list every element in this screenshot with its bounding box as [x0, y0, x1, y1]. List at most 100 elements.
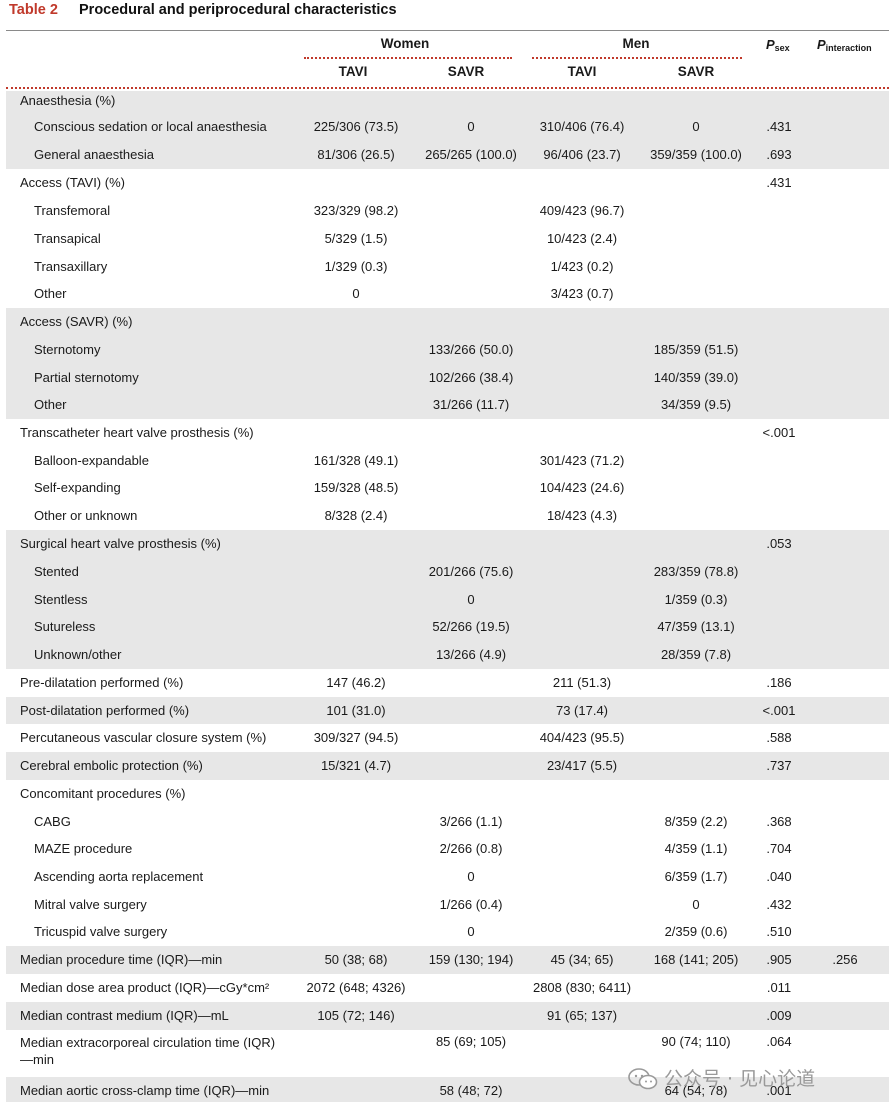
cell-women-savr: 85 (69; 105) [435, 1034, 507, 1049]
cell-p-sex: .510 [766, 924, 792, 939]
table-row: Other 0 3/423 (0.7) [6, 280, 889, 308]
cell-men-tavi: 96/406 (23.7) [543, 147, 621, 162]
row-label: Ascending aorta replacement [34, 869, 204, 884]
cell-men-savr: 2/359 (0.6) [664, 924, 728, 939]
cell-p-sex: .040 [766, 869, 792, 884]
table-row: Tricuspid valve surgery 0 2/359 (0.6) .510 [6, 918, 889, 946]
women-group-rule [304, 57, 512, 59]
cell-women-tavi: 8/328 (2.4) [324, 508, 388, 523]
table-row: Other or unknown 8/328 (2.4) 18/423 (4.3) [6, 502, 889, 530]
table-row: Transfemoral 323/329 (98.2) 409/423 (96.7) [6, 197, 889, 225]
cell-women-savr: 58 (48; 72) [439, 1083, 503, 1098]
table-row: Transcatheter heart valve prosthesis (%)… [6, 419, 889, 447]
cell-women-savr: 1/266 (0.4) [439, 897, 503, 912]
row-label: Cerebral embolic protection (%) [20, 758, 203, 773]
header-women: Women [380, 36, 430, 51]
cell-women-tavi: 159/328 (48.5) [313, 480, 399, 495]
row-label: Other [34, 397, 67, 412]
men-group-rule [532, 57, 742, 59]
header-rule [6, 87, 889, 89]
cell-men-tavi: 91 (65; 137) [546, 1008, 618, 1023]
cell-women-tavi: 225/306 (73.5) [313, 119, 399, 134]
row-label: Access (SAVR) (%) [20, 314, 133, 329]
header-women-savr: SAVR [447, 64, 485, 79]
cell-women-tavi: 101 (31.0) [326, 703, 386, 718]
cell-women-savr: 0 [467, 592, 475, 607]
cell-women-savr: 2/266 (0.8) [439, 841, 503, 856]
table-row: Median dose area product (IQR)—cGy*cm² 20… [6, 974, 889, 1002]
row-label: Access (TAVI) (%) [20, 175, 125, 190]
table-row: Other 31/266 (11.7) 34/359 (9.5) [6, 391, 889, 419]
top-rule [6, 30, 889, 31]
table-row: Sternotomy 133/266 (50.0) 185/359 (51.5) [6, 336, 889, 364]
row-label: Median dose area product (IQR)—cGy*cm² [20, 980, 270, 995]
table-row: General anaesthesia 81/306 (26.5) 265/265 … [6, 141, 889, 169]
row-label: Median contrast medium (IQR)—mL [20, 1008, 229, 1023]
cell-men-tavi: 310/406 (76.4) [539, 119, 625, 134]
cell-p-sex: .001 [766, 1083, 792, 1098]
cell-men-savr: 140/359 (39.0) [653, 370, 739, 385]
cell-p-sex: <.001 [762, 703, 796, 718]
cell-women-tavi: 0 [352, 286, 360, 301]
table-row: CABG 3/266 (1.1) 8/359 (2.2) .368 [6, 808, 889, 835]
cell-p-sex: .011 [766, 980, 792, 995]
row-label: Transcatheter heart valve prosthesis (%) [20, 425, 254, 440]
cell-women-savr: 0 [467, 119, 475, 134]
table-row: Stentless 0 1/359 (0.3) [6, 586, 889, 613]
cell-p-sex: .186 [766, 675, 792, 690]
table-row: Access (TAVI) (%) .431 [6, 169, 889, 197]
table-row: Percutaneous vascular closure system (%)… [6, 724, 889, 752]
watermark: 公众号 · 见心论道 [628, 1064, 815, 1091]
cell-women-tavi: 5/329 (1.5) [324, 231, 388, 246]
cell-men-tavi: 1/423 (0.2) [550, 259, 614, 274]
table-row: Median contrast medium (IQR)—mL 105 (72; … [6, 1002, 889, 1030]
header-men-savr: SAVR [677, 64, 715, 79]
cell-men-tavi: 3/423 (0.7) [550, 286, 614, 301]
cell-p-sex: .053 [766, 536, 792, 551]
cell-men-tavi: 409/423 (96.7) [539, 203, 625, 218]
cell-p-sex: <.001 [762, 425, 796, 440]
cell-women-tavi: 161/328 (49.1) [313, 453, 399, 468]
cell-women-savr: 133/266 (50.0) [428, 342, 514, 357]
cell-men-tavi: 104/423 (24.6) [539, 480, 625, 495]
cell-men-savr: 1/359 (0.3) [664, 592, 728, 607]
row-label: Self-expanding [34, 480, 121, 495]
table-caption: Procedural and periprocedural characteri… [79, 2, 397, 18]
table-title: Table 2 Procedural and periprocedural ch… [0, 0, 895, 24]
cell-men-savr: 168 (141; 205) [653, 952, 739, 967]
header-women-tavi: TAVI [338, 64, 368, 79]
cell-men-tavi: 73 (17.4) [555, 703, 609, 718]
row-label: Median extracorporeal circulation time (… [20, 1035, 276, 1067]
cell-women-tavi: 15/321 (4.7) [320, 758, 392, 773]
table-row: Surgical heart valve prosthesis (%) .053 [6, 530, 889, 558]
table-row: Access (SAVR) (%) [6, 308, 889, 336]
cell-men-savr: 34/359 (9.5) [660, 397, 732, 412]
cell-men-savr: 359/359 (100.0) [650, 147, 742, 162]
cell-women-savr: 31/266 (11.7) [432, 397, 510, 412]
cell-p-sex: .009 [766, 1008, 792, 1023]
table-row: Anaesthesia (%) [6, 91, 889, 113]
cell-p-sex: .588 [766, 730, 792, 745]
cell-p-sex: .704 [766, 841, 792, 856]
cell-men-tavi: 404/423 (95.5) [539, 730, 625, 745]
cell-men-savr: 0 [692, 119, 700, 134]
row-label: Surgical heart valve prosthesis (%) [20, 536, 221, 551]
table-row: Transaxillary 1/329 (0.3) 1/423 (0.2) [6, 253, 889, 280]
cell-men-savr: 90 (74; 110) [661, 1034, 731, 1049]
cell-women-savr: 265/265 (100.0) [425, 147, 517, 162]
row-label: Conscious sedation or local anaesthesia [34, 119, 267, 134]
cell-men-savr: 64 (54; 78) [664, 1083, 728, 1098]
table-row: Partial sternotomy 102/266 (38.4) 140/359 … [6, 364, 889, 391]
table-row: Self-expanding 159/328 (48.5) 104/423 (24.… [6, 474, 889, 502]
cell-women-savr: 52/266 (19.5) [432, 619, 510, 634]
row-label: Transapical [34, 231, 101, 246]
table-row: Ascending aorta replacement 0 6/359 (1.7).… [6, 863, 889, 891]
table-row: Sutureless 52/266 (19.5) 47/359 (13.1) [6, 613, 889, 641]
row-label: Transaxillary [34, 259, 108, 274]
cell-p-sex: .064 [766, 1034, 792, 1049]
row-label: CABG [34, 814, 71, 829]
table-row: Median aortic cross-clamp time (IQR)—min… [6, 1077, 889, 1102]
table-row: Post-dilatation performed (%) 101 (31.0) 7… [6, 697, 889, 724]
table-row: Conscious sedation or local anaesthesia 2… [6, 113, 889, 141]
cell-women-tavi: 50 (38; 68) [324, 952, 388, 967]
